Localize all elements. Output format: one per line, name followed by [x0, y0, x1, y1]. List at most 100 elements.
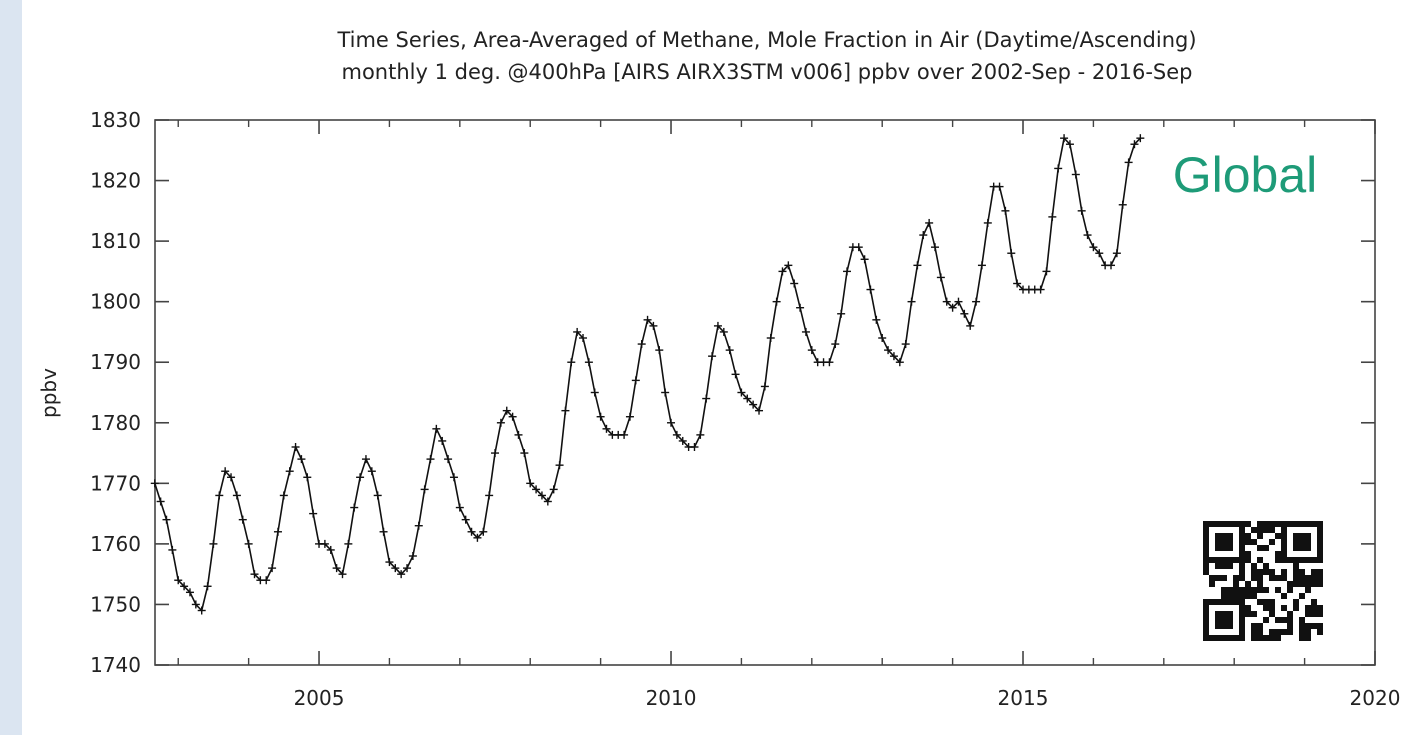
y-tick-label: 1770 [90, 471, 141, 495]
data-point [414, 521, 423, 530]
data-point [1124, 158, 1133, 167]
data-point [426, 455, 435, 464]
y-tick-label: 1780 [90, 411, 141, 435]
data-point [972, 297, 981, 306]
data-point [262, 576, 271, 585]
data-point [555, 461, 564, 470]
data-point [637, 340, 646, 349]
data-point [1048, 212, 1057, 221]
data-point [180, 582, 189, 591]
data-point [514, 430, 523, 439]
data-point [215, 491, 224, 500]
data-point [461, 515, 470, 524]
qr-code-image [1203, 521, 1323, 641]
data-point [197, 606, 206, 615]
data-point [1089, 243, 1098, 252]
data-point [807, 346, 816, 355]
data-point [590, 388, 599, 397]
data-point [309, 509, 318, 518]
data-point [238, 515, 247, 524]
data-point [549, 485, 558, 494]
data-point [837, 309, 846, 318]
data-point [520, 449, 529, 458]
data-point [432, 424, 441, 433]
data-point [1013, 279, 1022, 288]
chart-title: Time Series, Area-Averaged of Methane, M… [336, 28, 1196, 52]
axes-layer: 1830 1820 1810 1800 1790 1780 1770 1760 1750 1740… [90, 108, 1400, 710]
data-point [872, 315, 881, 324]
y-tick-label: 1810 [90, 229, 141, 253]
data-point [1107, 261, 1116, 270]
data-point [995, 182, 1004, 191]
data-point [379, 527, 388, 536]
data-point [508, 412, 517, 421]
data-point [479, 527, 488, 536]
series-layer [150, 134, 1145, 615]
data-point [755, 406, 764, 415]
data-point [232, 491, 241, 500]
data-point [708, 352, 717, 361]
data-point [696, 430, 705, 439]
data-point [584, 358, 593, 367]
data-point [884, 346, 893, 355]
data-point [444, 455, 453, 464]
data-point [150, 479, 159, 488]
data-point [326, 545, 335, 554]
data-point [397, 570, 406, 579]
data-point [367, 467, 376, 476]
data-point [244, 539, 253, 548]
region-annotation: Global [1173, 147, 1318, 203]
series-line [154, 136, 1141, 613]
data-point [760, 382, 769, 391]
data-point [801, 327, 810, 336]
data-point [1083, 231, 1092, 240]
data-point [279, 491, 288, 500]
data-point [191, 600, 200, 609]
data-point [532, 485, 541, 494]
data-point [391, 564, 400, 573]
data-point [843, 267, 852, 276]
data-point [649, 321, 658, 330]
data-point [1042, 267, 1051, 276]
data-point [438, 436, 447, 445]
data-point [156, 497, 165, 506]
data-point [772, 297, 781, 306]
data-point [737, 388, 746, 397]
data-point [796, 303, 805, 312]
data-point [931, 243, 940, 252]
data-point [579, 334, 588, 342]
data-point [350, 503, 359, 512]
plot-frame [154, 119, 1376, 666]
data-point [655, 346, 664, 355]
data-point [526, 479, 535, 488]
data-point [573, 327, 582, 336]
data-point [678, 436, 687, 445]
data-point [661, 388, 670, 397]
x-tick-label: 2015 [998, 686, 1049, 710]
data-point [977, 261, 986, 270]
data-point [303, 473, 312, 482]
data-point [713, 321, 722, 330]
data-point [473, 533, 482, 542]
data-point [643, 315, 652, 324]
chart-subtitle: monthly 1 deg. @400hPa [AIRS AIRX3STM v0… [341, 60, 1192, 84]
data-point [725, 346, 734, 355]
data-point [731, 370, 740, 379]
y-tick-label: 1740 [90, 653, 141, 677]
x-tick-label: 2010 [646, 686, 697, 710]
y-tick-label: 1760 [90, 532, 141, 556]
data-point [496, 418, 505, 427]
data-point [174, 576, 183, 585]
data-point [491, 449, 500, 458]
data-point [203, 582, 212, 591]
data-point [602, 424, 611, 433]
data-point [1007, 249, 1016, 258]
left-border-strip [0, 0, 22, 735]
x-tick-label: 2020 [1350, 686, 1401, 710]
data-point [596, 412, 605, 421]
data-point [285, 467, 294, 476]
data-point [919, 231, 928, 240]
data-point [403, 564, 412, 573]
